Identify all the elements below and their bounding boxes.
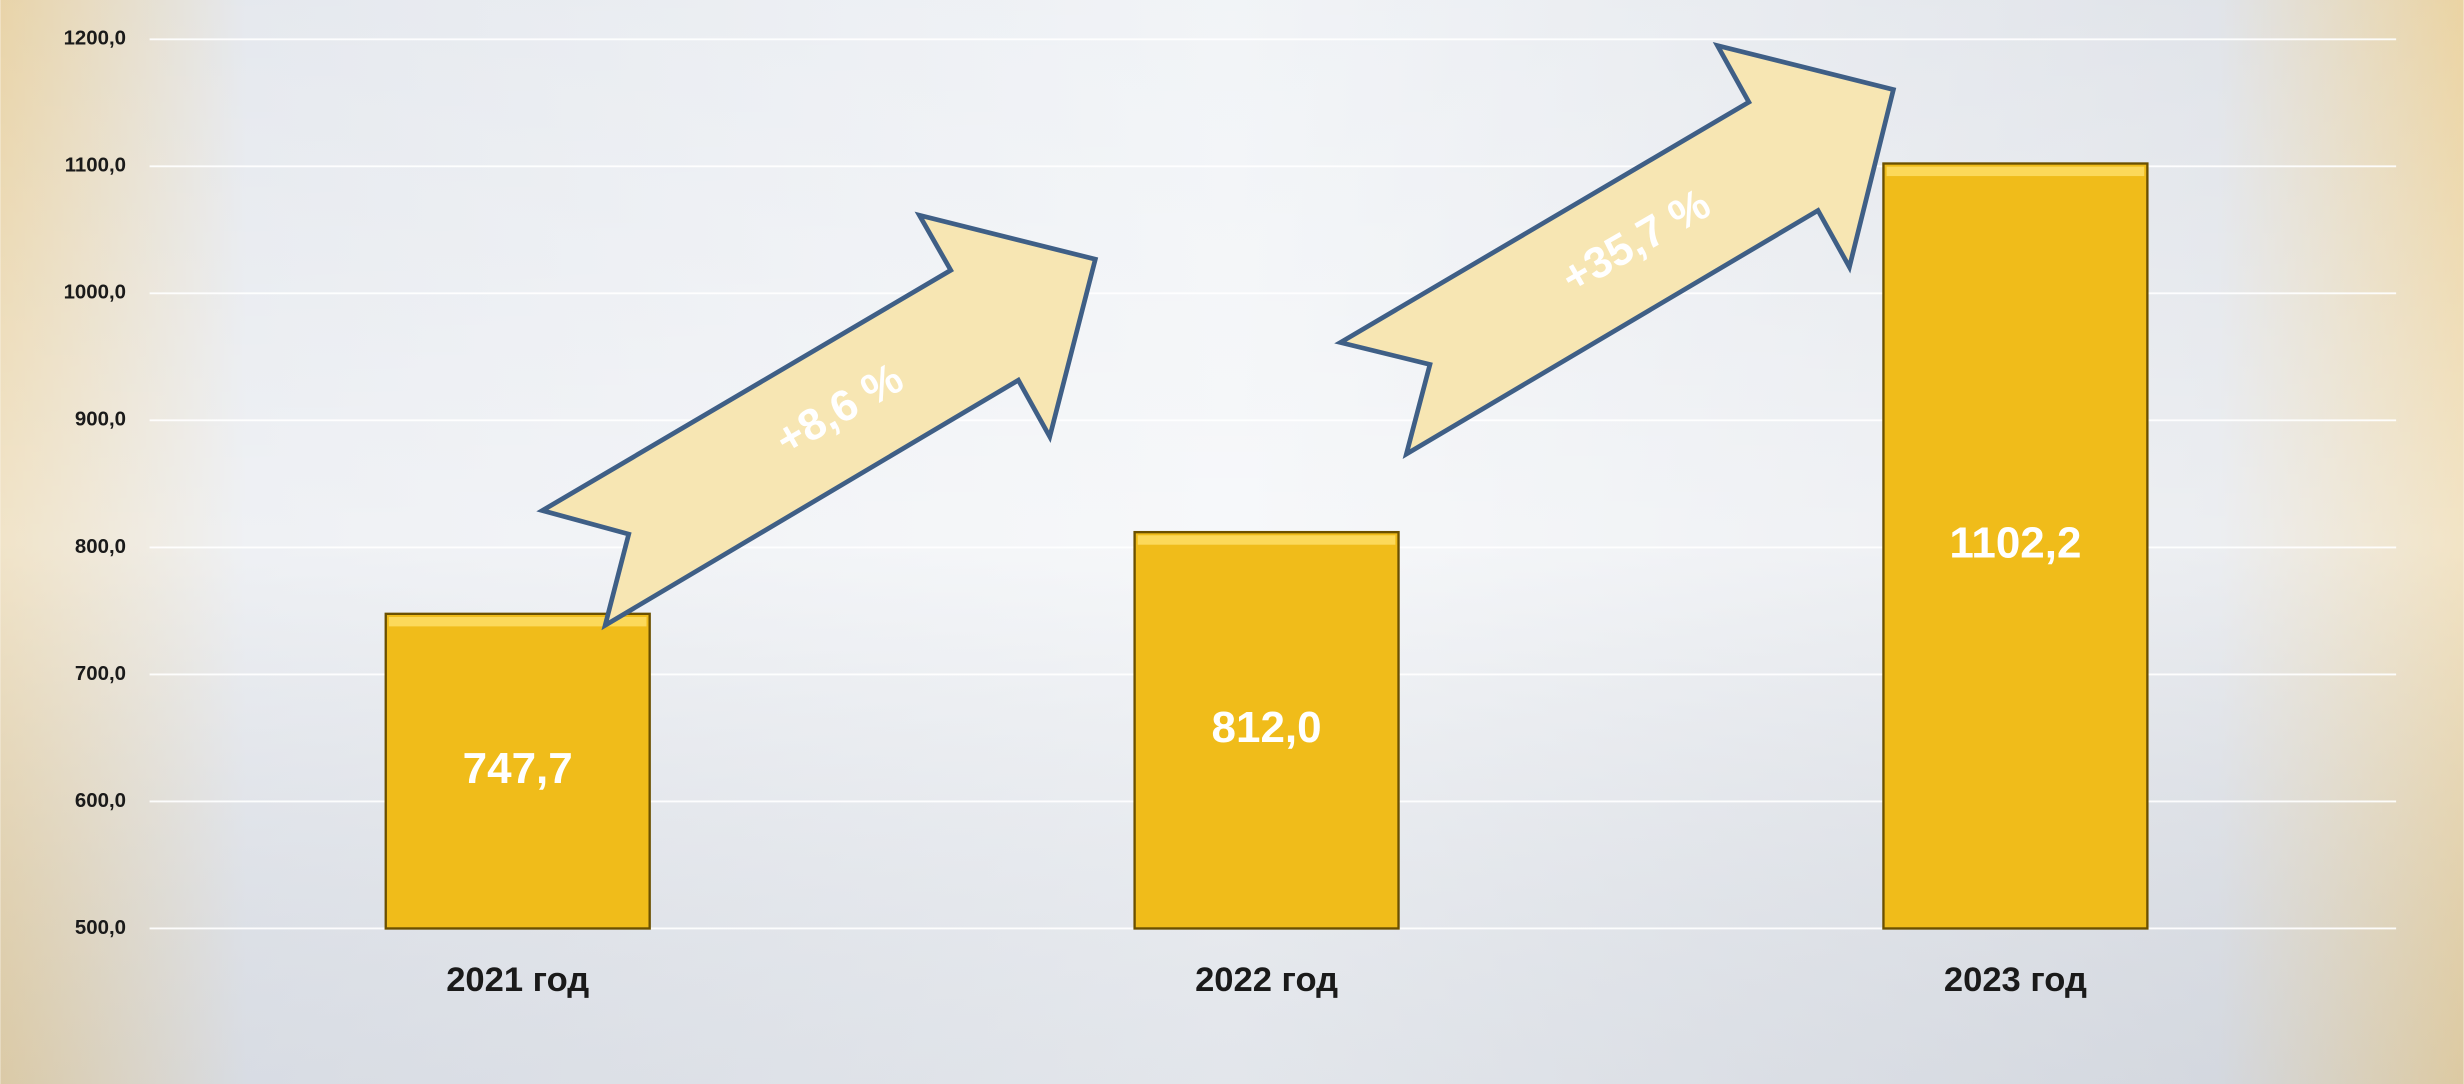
y-tick-label: 800,0 [75, 536, 126, 558]
bar [1133, 530, 1400, 930]
y-tick-label: 1100,0 [65, 155, 126, 177]
bar-highlight [388, 616, 647, 627]
y-tick-label: 700,0 [75, 663, 126, 685]
y-tick-label: 1000,0 [64, 282, 126, 304]
x-tick-label: 2022 год [1195, 961, 1338, 999]
y-tick-label: 600,0 [75, 790, 126, 812]
y-tick-label: 500,0 [75, 917, 126, 939]
growth-arrow [536, 211, 1099, 631]
x-tick-label: 2021 год [446, 961, 589, 999]
value-label: 1102,2 [1949, 519, 2081, 568]
growth-arrow [1334, 41, 1897, 459]
x-tick-label: 2023 год [1944, 961, 2087, 999]
bar-highlight [1137, 535, 1396, 545]
bar [384, 612, 651, 930]
y-tick-label: 900,0 [75, 409, 126, 431]
y-tick-label: 1200,0 [64, 28, 126, 50]
bar [1882, 162, 2149, 930]
bar-highlight [1886, 166, 2145, 177]
value-label: 747,7 [463, 744, 573, 793]
value-label: 812,0 [1212, 703, 1322, 752]
plot-area: 500,0 600,0 700,0 800,0 900,0 1000,0 1100,0 120… [64, 28, 2397, 999]
